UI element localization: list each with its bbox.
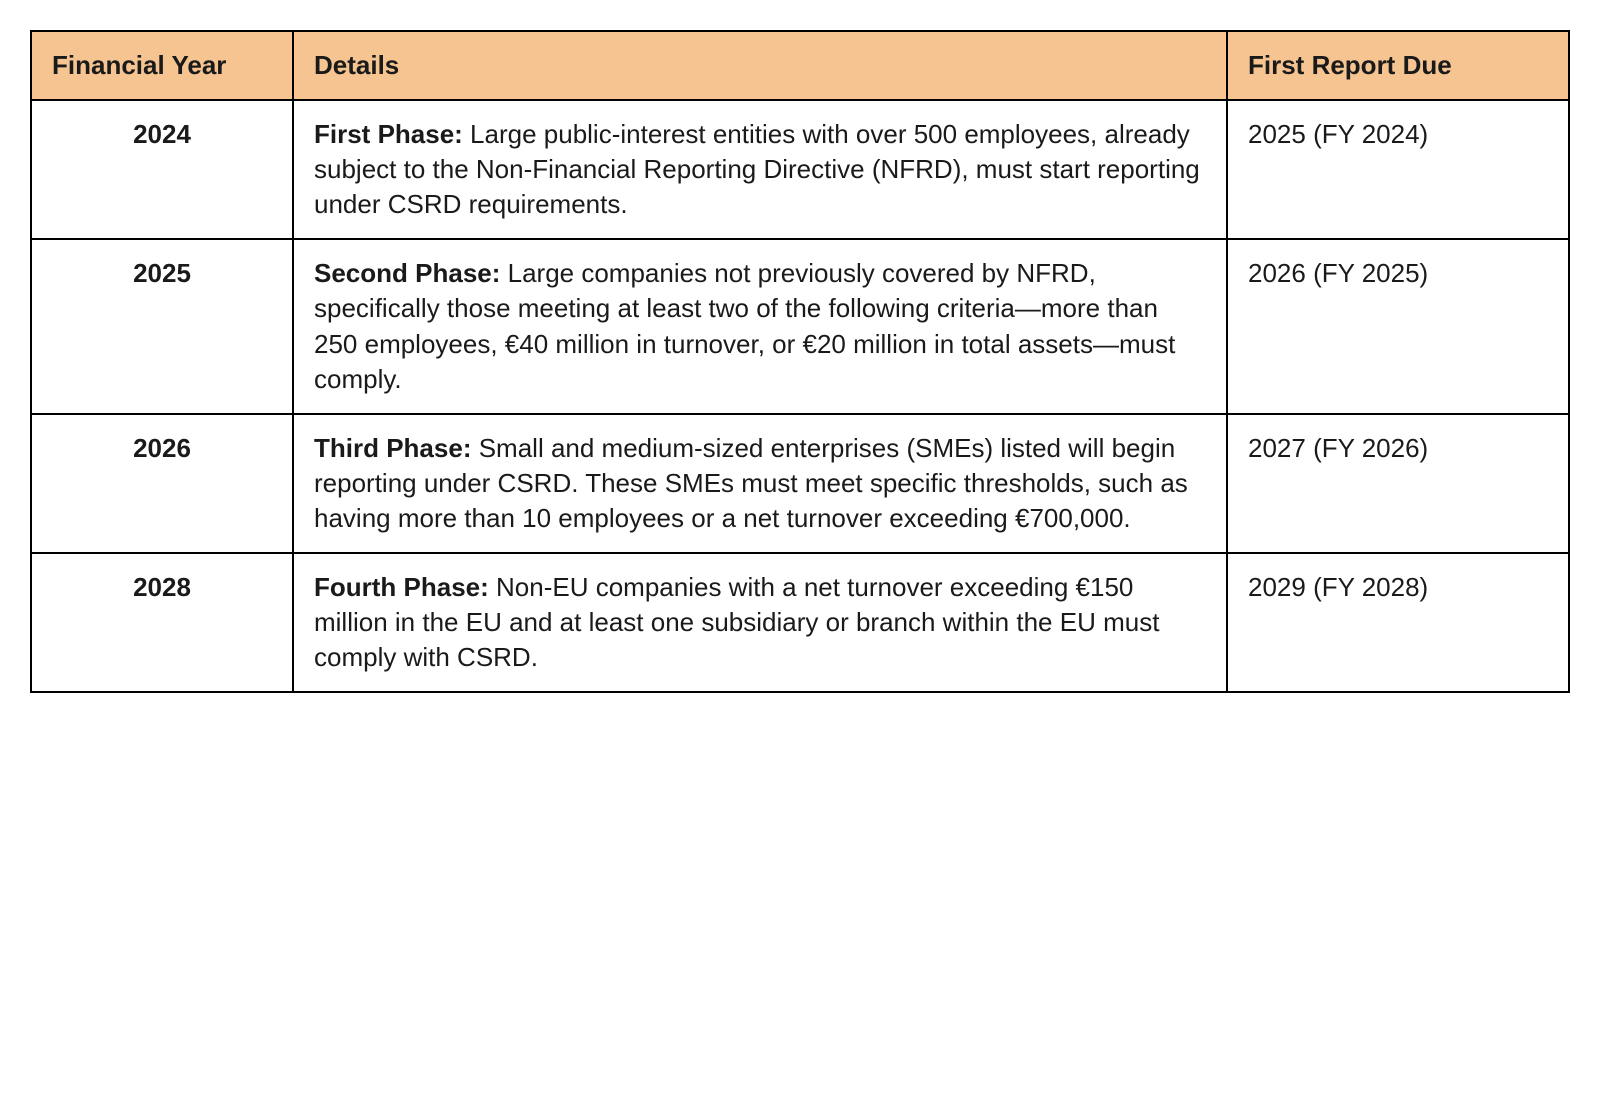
cell-details: Fourth Phase: Non-EU companies with a ne… xyxy=(293,553,1227,692)
col-header-due: First Report Due xyxy=(1227,31,1569,100)
table-row: 2024 First Phase: Large public-interest … xyxy=(31,100,1569,239)
cell-year: 2026 xyxy=(31,414,293,553)
cell-year: 2024 xyxy=(31,100,293,239)
cell-year: 2025 xyxy=(31,239,293,413)
cell-details: Second Phase: Large companies not previo… xyxy=(293,239,1227,413)
cell-due: 2029 (FY 2028) xyxy=(1227,553,1569,692)
csrd-timeline-table: Financial Year Details First Report Due … xyxy=(30,30,1570,693)
col-header-year: Financial Year xyxy=(31,31,293,100)
cell-due: 2027 (FY 2026) xyxy=(1227,414,1569,553)
phase-label: Second Phase: xyxy=(314,258,500,288)
cell-details: Third Phase: Small and medium-sized ente… xyxy=(293,414,1227,553)
cell-year: 2028 xyxy=(31,553,293,692)
col-header-details: Details xyxy=(293,31,1227,100)
table-header-row: Financial Year Details First Report Due xyxy=(31,31,1569,100)
cell-details: First Phase: Large public-interest entit… xyxy=(293,100,1227,239)
table-row: 2028 Fourth Phase: Non-EU companies with… xyxy=(31,553,1569,692)
cell-due: 2025 (FY 2024) xyxy=(1227,100,1569,239)
phase-label: Fourth Phase: xyxy=(314,572,489,602)
table-row: 2026 Third Phase: Small and medium-sized… xyxy=(31,414,1569,553)
table-row: 2025 Second Phase: Large companies not p… xyxy=(31,239,1569,413)
phase-label: First Phase: xyxy=(314,119,463,149)
phase-label: Third Phase: xyxy=(314,433,471,463)
cell-due: 2026 (FY 2025) xyxy=(1227,239,1569,413)
